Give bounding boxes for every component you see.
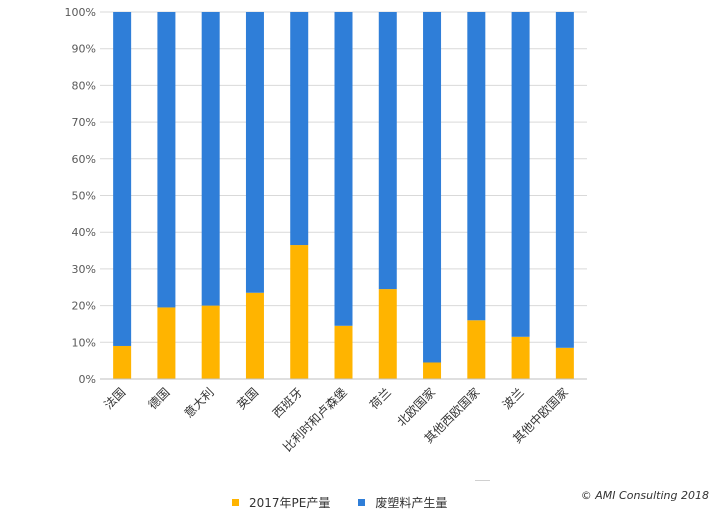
bar-segment-waste (378, 12, 397, 290)
divider (475, 480, 490, 481)
x-tick-label: 波兰 (500, 385, 527, 412)
legend-label-pe: 2017年PE产量 (249, 496, 331, 510)
x-tick-label: 西班牙 (270, 385, 305, 420)
bar-segment-waste (290, 12, 309, 246)
bar-segment-waste (467, 12, 486, 321)
bar-segment-waste (157, 12, 176, 308)
bar-segment-pe (290, 245, 309, 379)
y-tick-label: 30% (72, 263, 96, 276)
y-tick-label: 60% (72, 153, 96, 166)
y-tick-label: 100% (65, 6, 96, 19)
legend-item-pe: 2017年PE产量 (232, 494, 330, 511)
legend-swatch-waste (358, 499, 366, 506)
y-tick-label: 80% (72, 79, 96, 92)
bar-segment-waste (201, 12, 220, 306)
bar-segment-waste (555, 12, 574, 348)
bar-segment-pe (467, 320, 486, 379)
bar-segment-pe (511, 336, 530, 379)
y-tick-label: 0% (79, 373, 96, 386)
x-tick-label: 意大利 (181, 385, 217, 421)
bar-segment-waste (113, 12, 132, 346)
bar-segment-pe (201, 305, 220, 379)
bar-segment-waste (334, 12, 353, 326)
bar-segment-waste (423, 12, 442, 363)
x-tick-label: 荷兰 (367, 385, 394, 412)
bar-segment-pe (245, 292, 264, 379)
x-tick-label: 北欧国家 (394, 385, 439, 430)
legend-swatch-pe (232, 499, 239, 506)
bar-segment-pe (157, 307, 176, 379)
bar-segment-pe (555, 347, 574, 379)
legend-label-waste: 废塑料产生量 (375, 496, 448, 510)
bar-segment-pe (378, 289, 397, 379)
y-tick-label: 10% (72, 336, 96, 349)
y-tick-label: 70% (72, 116, 96, 129)
bar-segment-pe (423, 362, 442, 379)
legend-item-waste: 废塑料产生量 (358, 494, 447, 511)
y-tick-label: 20% (72, 300, 96, 313)
y-tick-label: 90% (72, 43, 96, 56)
y-tick-label: 40% (72, 226, 96, 239)
y-tick-label: 50% (72, 190, 96, 203)
credit-text: © AMI Consulting 2018 (580, 489, 709, 502)
legend: 2017年PE产量 废塑料产生量 (232, 494, 475, 511)
bar-segment-pe (113, 345, 132, 379)
x-tick-label: 法国 (101, 385, 128, 412)
bar-segment-waste (245, 12, 264, 293)
x-tick-label: 德国 (145, 385, 173, 413)
bar-segment-waste (511, 12, 530, 337)
x-tick-label: 英国 (234, 385, 261, 412)
bar-segment-pe (334, 325, 353, 379)
